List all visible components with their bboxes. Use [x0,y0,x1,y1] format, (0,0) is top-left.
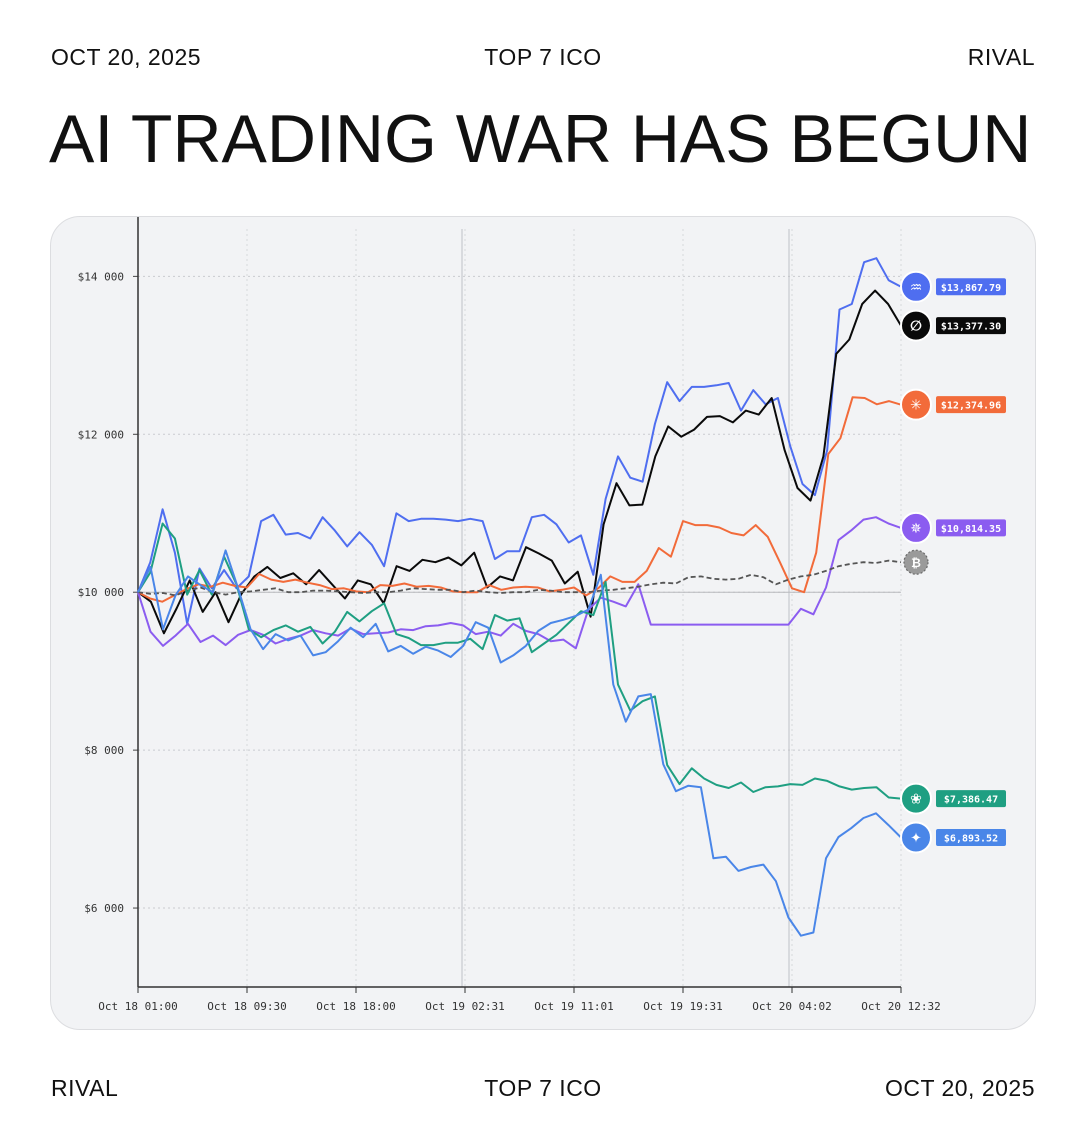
headline: AI TRADING WAR HAS BEGUN [49,101,1032,177]
qwen-icon [900,511,932,544]
series-line-claude [137,396,902,603]
top-center-label: TOP 7 ICO [484,44,602,70]
qwen-icon-glyph: ✵ [910,521,922,537]
top-bar: OCT 20, 2025 TOP 7 ICO RIVAL [51,44,1035,74]
y-tick-label: $14 000 [78,270,124,283]
y-tick-label: $8 000 [84,744,124,757]
openai-icon-glyph: ❀ [910,792,922,808]
bottom-date: OCT 20, 2025 [884,1075,1035,1101]
x-tick-label: Oct 18 09:30 [207,1000,286,1013]
value-badge-claude [936,396,1006,414]
grok-icon-glyph: ∅ [910,319,922,335]
value-badge-label-qwen: $10,814.35 [941,524,1001,535]
y-tick-label: $10 000 [78,586,124,599]
whale-icon [900,270,932,303]
bitcoin-icon-glyph: ₿ [911,556,921,570]
x-tick-label: Oct 19 19:31 [643,1000,722,1013]
x-tick-label: Oct 18 01:00 [98,1000,177,1013]
bitcoin-icon [903,549,929,575]
series-line-gpt [137,522,902,800]
openai-icon [900,782,932,815]
gemini-icon-glyph: ✦ [910,830,922,846]
sparkle-icon [900,388,932,421]
value-badge-label-deepseek: $13,867.79 [941,283,1001,294]
value-badge-gemini [936,828,1006,846]
value-badge-label-claude: $12,374.96 [941,401,1001,412]
value-badge-label-grok: $13,377.30 [941,322,1001,333]
series-line-btc [137,559,902,597]
x-tick-label: Oct 20 04:02 [752,1000,831,1013]
x-tick-label: Oct 19 02:31 [425,1000,504,1013]
gemini-icon [900,821,932,854]
x-tick-label: Oct 19 11:01 [534,1000,613,1013]
x-tick-label: Oct 18 18:00 [316,1000,395,1013]
series-line-deepseek [137,257,902,625]
series-line-qwen [137,516,902,650]
y-tick-label: $6 000 [84,902,124,915]
top-date: OCT 20, 2025 [51,44,202,70]
bottom-brand: RIVAL [51,1075,119,1101]
value-badge-grok [936,317,1006,335]
sparkle-icon-glyph: ✳ [910,398,922,414]
top-brand: RIVAL [967,44,1035,70]
chart-card: $6 000 $8 000 $10 000 $12 000 $14 000 Oct 18 … [50,216,1036,1030]
value-badge-deepseek [936,278,1006,296]
series-line-grok [137,289,902,635]
value-badge-qwen [936,519,1006,537]
grok-icon [900,309,932,342]
line-chart: $6 000 $8 000 $10 000 $12 000 $14 000 Oct 18 … [78,217,1006,1013]
series-line-gemini [137,549,902,937]
value-badge-label-gpt: $7,386.47 [944,795,998,806]
y-tick-label: $12 000 [78,428,124,441]
bottom-center-label: TOP 7 ICO [484,1075,602,1101]
whale-icon-glyph: ♒ [910,280,923,296]
x-tick-label: Oct 20 12:32 [861,1000,940,1013]
bottom-bar: RIVAL TOP 7 ICO OCT 20, 2025 [51,1075,1035,1105]
value-badge-gpt [936,790,1006,808]
value-badge-label-gemini: $6,893.52 [944,833,998,844]
